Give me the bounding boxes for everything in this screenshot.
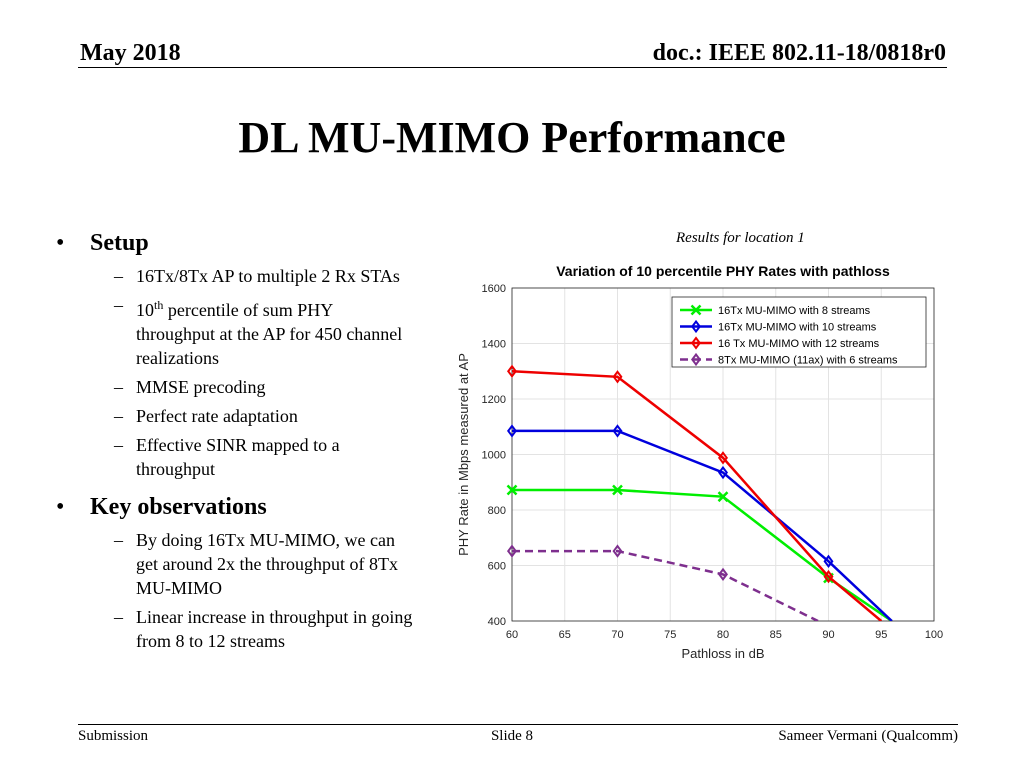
y-axis-label: PHY Rate in Mbps measured at AP — [456, 353, 471, 556]
x-tick-label: 60 — [506, 629, 518, 641]
x-axis-label: Pathloss in dB — [681, 646, 764, 661]
y-tick-label: 1400 — [482, 339, 506, 351]
y-tick-label: 1000 — [482, 450, 506, 462]
x-tick-label: 80 — [717, 629, 729, 641]
series-1-point — [718, 465, 728, 480]
x-tick-label: 85 — [770, 629, 782, 641]
series-1-point — [507, 424, 517, 438]
header-divider — [78, 67, 947, 68]
legend-entry-0: 16Tx MU-MIMO with 8 streams — [718, 305, 871, 317]
legend-entry-2: 16 Tx MU-MIMO with 12 streams — [718, 338, 880, 350]
legend-marker-1 — [691, 319, 701, 334]
chart-caption: Results for location 1 — [676, 230, 805, 246]
sub-bullet-text: Perfect rate adaptation — [136, 406, 298, 426]
bullet-setup-heading: Setup — [90, 230, 149, 256]
sub-bullet-sup: th — [154, 298, 164, 312]
y-tick-label: 600 — [488, 561, 506, 573]
series-line-3 — [512, 549, 819, 621]
legend-marker-0 — [690, 304, 702, 316]
axes-box — [511, 287, 935, 622]
series-2-point — [507, 364, 517, 378]
header-date: May 2018 — [80, 40, 181, 66]
series-0-point — [612, 484, 623, 496]
header-doc-id: doc.: IEEE 802.11-18/0818r0 — [652, 40, 946, 66]
bullet-setup: • Setup — [56, 230, 149, 256]
bullet-observations-heading: Key observations — [90, 494, 267, 520]
footer-submission: Submission — [78, 728, 149, 744]
chart-title: Variation of 10 percentile PHY Rates wit… — [556, 263, 890, 279]
series-3-point — [507, 544, 517, 558]
legend-marker-3 — [691, 352, 701, 367]
legend-entry-3: 8Tx MU-MIMO (11ax) with 6 streams — [718, 355, 898, 367]
footer-slide-number: Slide 8 — [490, 728, 534, 744]
sub-bullet-text: Effective SINR mapped to a throughput — [136, 435, 340, 479]
legend-entry-1: 16Tx MU-MIMO with 10 streams — [718, 322, 877, 334]
legend-box — [671, 296, 927, 368]
x-tick-label: 75 — [664, 629, 676, 641]
y-tick-label: 1200 — [482, 394, 506, 406]
sub-bullet: – Linear increase in throughput in going … — [114, 607, 413, 651]
x-tick-label: 95 — [875, 629, 887, 641]
sub-bullet-text: By doing 16Tx MU-MIMO, we can get around… — [136, 530, 398, 598]
series-3-point — [718, 567, 728, 582]
footer-divider — [78, 724, 958, 725]
footer-author: Sameer Vermani (Qualcomm) — [778, 728, 958, 744]
x-tick-label: 70 — [611, 629, 623, 641]
legend-marker-2 — [691, 336, 701, 350]
bullet-list: • Setup –16Tx/8Tx AP to multiple 2 Rx STA… — [56, 228, 416, 658]
x-tick-label: 65 — [559, 629, 571, 641]
y-tick-label: 1600 — [482, 283, 506, 295]
x-tick-label: 100 — [925, 629, 943, 641]
sub-bullet-prefix: 10 — [136, 300, 154, 320]
series-0-point — [506, 484, 518, 496]
sub-bullet: – Perfect rate adaptation — [114, 406, 298, 426]
series-2-point — [823, 569, 834, 584]
series-3-point — [612, 544, 623, 558]
series-1-point — [823, 554, 834, 569]
y-tick-label: 400 — [488, 616, 506, 628]
series-line-2 — [512, 370, 883, 621]
sub-bullet: – Effective SINR mapped to a throughput — [114, 435, 340, 479]
sub-bullet: –16Tx/8Tx AP to multiple 2 Rx STAs — [114, 266, 400, 286]
sub-bullet-text: 16Tx/8Tx AP to multiple 2 Rx STAs — [136, 266, 400, 286]
series-line-1 — [512, 429, 893, 621]
series-1-point — [612, 424, 623, 438]
series-0-point — [717, 491, 729, 503]
sub-bullet-text: MMSE precoding — [136, 377, 266, 397]
slide-title: DL MU-MIMO Performance — [238, 113, 786, 162]
series-2-point — [718, 451, 728, 465]
y-tick-label: 800 — [488, 505, 506, 517]
series-2-point — [612, 370, 623, 384]
sub-bullet-text: Linear increase in throughput in going f… — [136, 607, 413, 651]
line-chart: 60 65 70 75 80 85 90 95 100 400 600 800 1000 1200 1400… — [456, 263, 943, 661]
x-tick-label: 90 — [822, 629, 834, 641]
sub-bullet: – By doing 16Tx MU-MIMO, we can get aroun… — [114, 530, 398, 598]
bullet-observations: • Key observations — [56, 494, 267, 520]
sub-bullet-text: percentile of sum PHY throughput at the … — [136, 300, 403, 368]
sub-bullet: – MMSE precoding — [114, 377, 266, 397]
sub-bullet: –10th percentile of sum PHY throughput a… — [114, 295, 403, 368]
